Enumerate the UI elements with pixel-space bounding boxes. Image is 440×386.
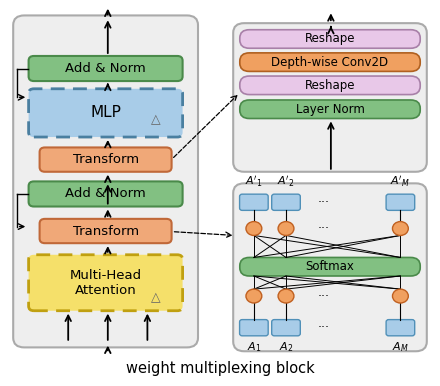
FancyBboxPatch shape [240, 30, 420, 48]
FancyBboxPatch shape [240, 100, 420, 119]
Text: ···: ··· [317, 290, 330, 303]
Text: △: △ [151, 113, 161, 126]
FancyBboxPatch shape [29, 56, 183, 81]
Text: Multi-Head
Attention: Multi-Head Attention [70, 269, 142, 297]
FancyBboxPatch shape [40, 219, 172, 243]
Text: ···: ··· [317, 321, 330, 334]
FancyBboxPatch shape [233, 23, 427, 172]
FancyBboxPatch shape [29, 89, 183, 137]
Circle shape [392, 289, 408, 303]
Text: Depth-wise Conv2D: Depth-wise Conv2D [271, 56, 389, 69]
FancyBboxPatch shape [386, 320, 415, 336]
Text: $A'_1$: $A'_1$ [245, 174, 263, 189]
Text: ···: ··· [317, 222, 330, 235]
FancyBboxPatch shape [240, 76, 420, 95]
Circle shape [278, 289, 294, 303]
FancyBboxPatch shape [13, 15, 198, 347]
FancyBboxPatch shape [29, 181, 183, 207]
Circle shape [278, 222, 294, 235]
FancyBboxPatch shape [239, 194, 268, 210]
FancyBboxPatch shape [29, 255, 183, 311]
Text: Layer Norm: Layer Norm [296, 103, 364, 116]
FancyBboxPatch shape [272, 194, 301, 210]
Text: $A'_2$: $A'_2$ [277, 174, 295, 189]
FancyBboxPatch shape [240, 257, 420, 276]
Text: MLP: MLP [90, 105, 121, 120]
Text: Reshape: Reshape [305, 32, 355, 46]
Text: $A_M$: $A_M$ [392, 340, 409, 354]
Text: $A'_M$: $A'_M$ [390, 174, 411, 189]
Circle shape [392, 222, 408, 235]
FancyBboxPatch shape [240, 53, 420, 71]
FancyBboxPatch shape [40, 147, 172, 172]
FancyBboxPatch shape [386, 194, 415, 210]
Text: $A_1$: $A_1$ [247, 340, 261, 354]
Text: ···: ··· [317, 196, 330, 209]
Text: $A_2$: $A_2$ [279, 340, 293, 354]
FancyBboxPatch shape [272, 320, 301, 336]
FancyBboxPatch shape [239, 320, 268, 336]
Text: weight multiplexing block: weight multiplexing block [126, 361, 314, 376]
Text: Softmax: Softmax [305, 260, 355, 273]
Text: Transform: Transform [73, 225, 139, 237]
Text: Transform: Transform [73, 153, 139, 166]
Text: Add & Norm: Add & Norm [65, 188, 146, 200]
FancyBboxPatch shape [233, 183, 427, 351]
Circle shape [246, 222, 262, 235]
Text: Reshape: Reshape [305, 79, 355, 92]
Circle shape [246, 289, 262, 303]
Text: △: △ [151, 291, 161, 304]
Text: Add & Norm: Add & Norm [65, 62, 146, 75]
